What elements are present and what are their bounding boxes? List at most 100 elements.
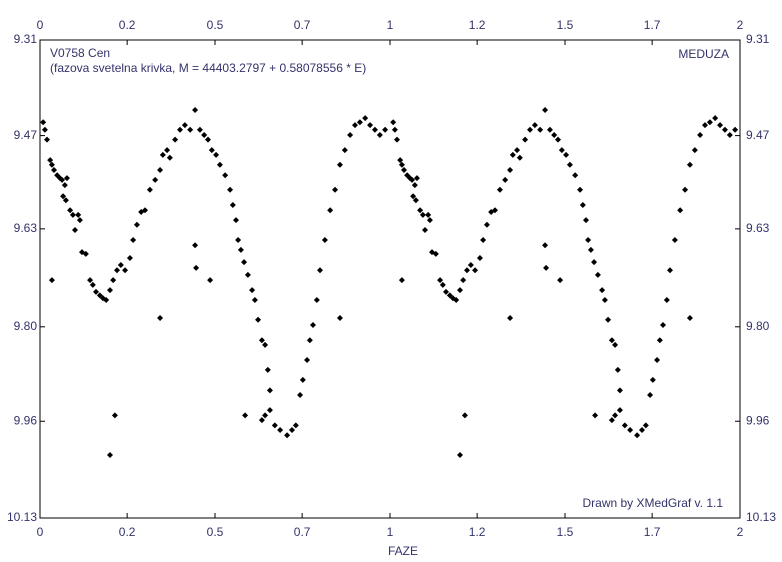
data-point [656, 337, 663, 344]
x-tick-label: 1 [387, 525, 394, 539]
data-point [367, 122, 374, 129]
data-point [627, 426, 634, 433]
data-point [284, 432, 291, 439]
data-point [382, 126, 389, 133]
data-point [213, 151, 220, 158]
data-point [712, 115, 719, 122]
data-point [327, 207, 334, 214]
data-point [509, 151, 516, 158]
data-point [726, 132, 733, 139]
data-point [157, 315, 164, 322]
data-point [271, 422, 278, 429]
data-point [614, 366, 621, 373]
data-point [467, 262, 474, 269]
data-point [242, 412, 249, 419]
data-point [634, 432, 641, 439]
data-point [472, 267, 479, 274]
data-point [266, 387, 273, 394]
data-point [516, 154, 523, 161]
data-point [166, 154, 173, 161]
data-point [721, 126, 728, 133]
x-tick-label-top: 0 [37, 18, 44, 32]
data-point [63, 175, 70, 182]
data-point [691, 147, 698, 154]
data-point [196, 126, 203, 133]
data-point [394, 136, 400, 143]
data-point [667, 267, 673, 274]
data-point [647, 392, 654, 399]
data-point [443, 288, 449, 295]
data-point [146, 186, 153, 193]
data-point [621, 422, 628, 429]
data-point [289, 426, 295, 433]
x-tick-label-top: 1 [387, 18, 394, 32]
x-tick-label-top: 2 [737, 18, 744, 32]
data-point [706, 119, 713, 126]
data-point [412, 197, 419, 204]
data-point [514, 147, 521, 154]
data-point [592, 412, 599, 419]
data-point [457, 452, 463, 459]
data-point [40, 119, 47, 126]
x-tick-label: 0.2 [119, 525, 136, 539]
data-point [464, 267, 470, 274]
x-tick-label-top: 0.2 [119, 18, 136, 32]
data-point [572, 172, 579, 179]
x-tick-label-top: 0.5 [207, 18, 224, 32]
y-tick-label-right: 9.47 [746, 128, 770, 142]
data-point [542, 242, 549, 249]
data-point [62, 197, 69, 204]
data-point [122, 267, 129, 274]
y-tick-label-right: 10.13 [746, 510, 776, 524]
data-point [306, 337, 313, 344]
y-tick-label-right: 9.80 [746, 319, 770, 333]
data-point [244, 271, 251, 278]
data-point [44, 136, 50, 143]
data-point [59, 176, 66, 183]
data-point [543, 264, 550, 271]
data-point [111, 412, 118, 419]
data-point [583, 217, 589, 224]
data-point [172, 136, 179, 143]
data-point [87, 277, 94, 284]
data-point [591, 259, 598, 266]
data-point [89, 281, 96, 288]
source-label: MEDUZA [678, 47, 729, 61]
plot-frame [39, 39, 741, 519]
data-point [507, 166, 514, 173]
data-point [159, 151, 166, 158]
data-point [439, 281, 446, 288]
data-point [579, 201, 586, 208]
data-point [96, 292, 103, 299]
data-point [262, 412, 269, 419]
data-point [352, 122, 358, 129]
x-tick-label: 0.5 [207, 525, 224, 539]
data-point [264, 366, 271, 373]
data-point [297, 392, 304, 399]
data-point [61, 182, 68, 189]
x-tick-label: 1.2 [469, 525, 486, 539]
data-point [527, 126, 533, 133]
data-point [413, 175, 420, 182]
data-point [192, 242, 199, 249]
data-point [157, 166, 164, 173]
data-point [192, 106, 199, 113]
x-tick-label: 1.5 [557, 525, 574, 539]
data-point [201, 132, 208, 139]
data-point [616, 387, 623, 394]
data-point [304, 357, 311, 364]
data-point [507, 315, 514, 322]
data-point [205, 136, 211, 143]
data-point [702, 122, 708, 129]
data-point [47, 157, 54, 164]
x-axis-label: FAZE [388, 544, 418, 558]
data-point [336, 161, 343, 168]
data-point [476, 255, 483, 262]
data-point [313, 296, 320, 303]
y-tick-label: 9.31 [14, 32, 38, 46]
data-point [142, 207, 148, 214]
y-tick-label: 9.63 [14, 221, 38, 235]
data-point [563, 151, 570, 158]
data-point [181, 122, 188, 129]
